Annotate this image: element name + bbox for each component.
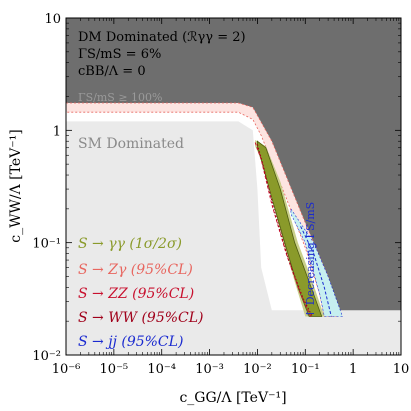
y-tick-label: 10 xyxy=(44,12,61,27)
legend-entry: S → WW (95%CL) xyxy=(78,310,204,326)
legend: S → γγ (1σ/2σ) S → Zγ (95%CL) S → ZZ (95%C… xyxy=(78,236,204,350)
dm-annotation-line1: DM Dominated (ℛγγ = 2) xyxy=(78,30,246,45)
y-tick-label: 10⁻¹ xyxy=(32,237,61,252)
x-tick-label: 10 xyxy=(393,362,410,377)
dm-annotation-line2: ΓS/mS = 6% xyxy=(78,47,161,62)
jj-limit-line xyxy=(300,226,332,317)
zz-limit-line xyxy=(254,142,312,317)
width-excluded-region xyxy=(66,18,401,317)
y-tick-label: 10⁻² xyxy=(32,349,61,364)
x-tick-label: 10⁻⁶ xyxy=(52,362,81,377)
x-tick-label: 1 xyxy=(349,362,357,377)
y-axis-title: c_WW/Λ [TeV⁻¹] xyxy=(8,129,24,242)
plot-frame xyxy=(65,17,402,356)
dm-annotation-line3: cBB/Λ = 0 xyxy=(78,64,146,79)
x-tick-label: 10⁻⁴ xyxy=(147,362,176,377)
legend-entry: S → Zγ (95%CL) xyxy=(78,262,193,278)
gamma-gamma-1sigma-band xyxy=(257,140,323,317)
sm-dominated-region xyxy=(66,121,401,355)
x-tick-label: 10⁻² xyxy=(243,362,272,377)
jj-band xyxy=(290,207,343,317)
width-bound-label: ΓS/mS ≥ 100% xyxy=(78,91,163,104)
legend-entry: S → ZZ (95%CL) xyxy=(78,286,194,302)
decreasing-width-label: ↑ Decreasing ΓS/mS xyxy=(304,202,317,318)
x-tick-label: 10⁻¹ xyxy=(291,362,320,377)
x-axis-title: c_GG/Λ [TeV⁻¹] xyxy=(179,390,286,406)
sm-dominated-label: SM Dominated xyxy=(78,136,184,152)
legend-entry: S → jj (95%CL) xyxy=(78,334,183,350)
x-tick-label: 10⁻⁵ xyxy=(100,362,129,377)
x-tick-label: 10⁻³ xyxy=(195,362,224,377)
y-tick-label: 1 xyxy=(53,124,61,139)
legend-entry: S → γγ (1σ/2σ) xyxy=(78,236,182,252)
